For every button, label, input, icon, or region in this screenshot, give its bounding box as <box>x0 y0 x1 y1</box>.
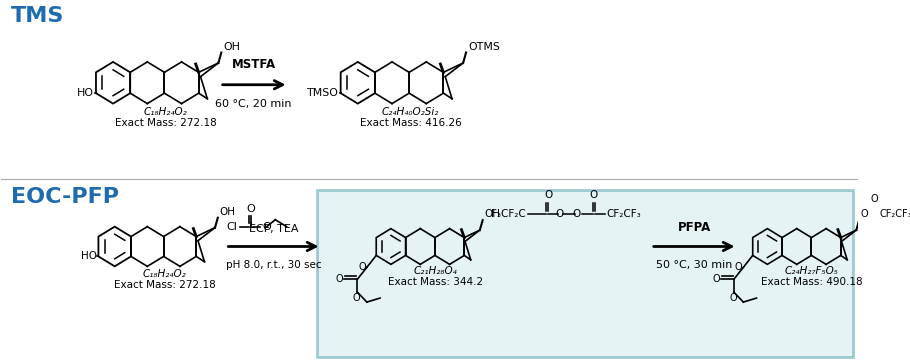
Text: TMS: TMS <box>11 7 65 26</box>
Text: 60 °C, 20 min: 60 °C, 20 min <box>216 98 292 109</box>
Text: MSTFA: MSTFA <box>231 58 276 71</box>
Text: OH: OH <box>219 207 236 217</box>
Text: OH: OH <box>223 42 240 51</box>
Text: OH: OH <box>484 209 500 219</box>
Text: EOC-PFP: EOC-PFP <box>11 187 119 207</box>
Text: O: O <box>359 262 366 272</box>
Text: O: O <box>734 262 743 272</box>
Text: Exact Mass: 272.18: Exact Mass: 272.18 <box>115 118 217 128</box>
Text: Exact Mass: 272.18: Exact Mass: 272.18 <box>114 280 216 290</box>
Text: O: O <box>572 209 581 219</box>
Text: pH 8.0, r.t., 30 sec: pH 8.0, r.t., 30 sec <box>226 260 321 270</box>
Text: C₁₈H₂₄O₂: C₁₈H₂₄O₂ <box>143 269 187 279</box>
Text: C₂₄H₄₀O₂Si₂: C₂₄H₄₀O₂Si₂ <box>382 107 440 117</box>
Text: Cl: Cl <box>227 222 238 232</box>
Text: Exact Mass: 344.2: Exact Mass: 344.2 <box>388 277 483 286</box>
Text: Exact Mass: 416.26: Exact Mass: 416.26 <box>359 118 461 128</box>
Text: CF₂CF₃: CF₂CF₃ <box>607 209 642 219</box>
Text: O: O <box>544 190 552 200</box>
Text: O: O <box>247 204 255 214</box>
Text: 50 °C, 30 min: 50 °C, 30 min <box>656 260 733 270</box>
Text: C₂₁H₂₈O₄: C₂₁H₂₈O₄ <box>413 266 457 275</box>
Text: OTMS: OTMS <box>468 42 500 51</box>
Text: F₃CF₂C: F₃CF₂C <box>490 209 526 219</box>
Text: ECF, TEA: ECF, TEA <box>248 224 298 233</box>
Text: O: O <box>860 209 868 219</box>
Text: HO: HO <box>80 252 96 261</box>
Text: CF₂CF₃: CF₂CF₃ <box>880 209 910 219</box>
Text: C₂₄H₂₇F₅O₅: C₂₄H₂₇F₅O₅ <box>785 266 839 275</box>
Text: O: O <box>353 293 360 303</box>
Text: O: O <box>870 194 878 204</box>
Text: O: O <box>336 274 343 284</box>
Text: O: O <box>713 274 720 284</box>
Text: HO: HO <box>77 88 94 98</box>
Text: Exact Mass: 490.18: Exact Mass: 490.18 <box>761 277 863 286</box>
Text: O: O <box>262 222 271 232</box>
Text: TMSO: TMSO <box>307 88 339 98</box>
FancyBboxPatch shape <box>317 190 854 357</box>
Text: O: O <box>729 293 737 303</box>
Text: C₁₈H₂₄O₂: C₁₈H₂₄O₂ <box>144 107 187 117</box>
Text: PFPA: PFPA <box>677 220 711 233</box>
Text: O: O <box>555 209 563 219</box>
Text: O: O <box>590 190 598 200</box>
